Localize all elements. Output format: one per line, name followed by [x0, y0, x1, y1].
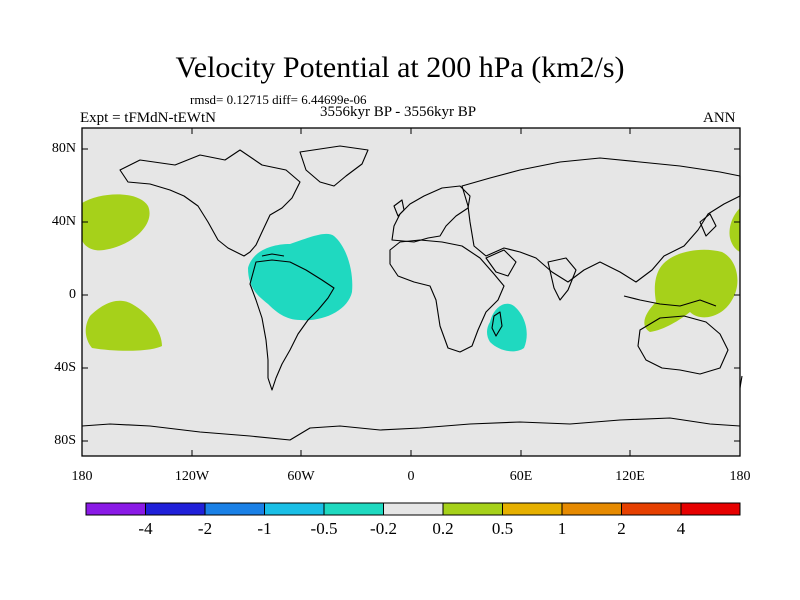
period-label: 3556kyr BP - 3556kyr BP — [320, 104, 477, 120]
season-label: ANN — [703, 110, 736, 126]
colorbar-swatch — [264, 502, 325, 516]
axis-ticks — [81, 128, 741, 456]
colorbar-swatch — [680, 502, 741, 516]
coast-australia — [637, 315, 729, 375]
colorbar-swatch — [621, 502, 682, 516]
colorbar-label: 1 — [557, 519, 567, 538]
anomaly-atlantic-south-america — [248, 233, 353, 321]
colorbar-swatch — [145, 502, 206, 516]
colorbar-label: -2 — [197, 519, 213, 538]
x-tick-label: 60W — [287, 469, 315, 484]
colorbar-swatch — [442, 502, 503, 516]
colorbar-swatch — [323, 502, 384, 516]
experiment-label: Expt = tFMdN-tEWtN — [80, 110, 216, 126]
coast-india — [547, 257, 577, 301]
coast-japan — [699, 213, 717, 237]
anomaly-dateline-north-pacific — [729, 208, 740, 252]
y-tick-label: 80S — [54, 433, 76, 448]
coast-africa — [389, 239, 505, 353]
x-tick-label: 120E — [615, 469, 645, 484]
anomaly-patches — [82, 194, 740, 352]
y-tick-label: 40S — [54, 360, 76, 375]
coast-north-america — [119, 149, 301, 257]
x-tick-label: 180 — [729, 469, 751, 484]
anomaly-madagascar — [487, 303, 527, 352]
plot-title: Velocity Potential at 200 hPa (km2/s) — [175, 51, 625, 84]
coast-south-america — [249, 259, 335, 391]
colorbar-label: -0.2 — [370, 519, 397, 538]
colorbar — [85, 502, 741, 516]
x-tick-label: 120W — [174, 469, 210, 484]
coast-madagascar — [491, 311, 503, 337]
anomaly-north-pacific — [82, 194, 150, 251]
anomaly-western-pacific — [644, 249, 738, 332]
coast-asia — [461, 157, 741, 283]
x-tick-label: 180 — [71, 469, 93, 484]
coast-uk — [393, 199, 405, 217]
colorbar-swatch — [561, 502, 622, 516]
x-tick-label: 60E — [509, 469, 533, 484]
stats-text: rmsd= 0.12715 diff= 6.44699e-06 — [190, 92, 367, 107]
y-tick-label: 80N — [51, 141, 76, 156]
colorbar-label: 0.5 — [491, 519, 514, 538]
x-tick-label: 0 — [407, 469, 415, 484]
coast-greenland — [299, 145, 369, 187]
colorbar-label: 0.2 — [432, 519, 454, 538]
coast-antarctica — [81, 417, 741, 441]
y-tick-label: 0 — [69, 287, 76, 302]
colorbar-label: -4 — [138, 519, 153, 538]
colorbar-label: 2 — [617, 519, 626, 538]
map-background — [82, 128, 740, 456]
colorbar-label: -1 — [257, 519, 272, 538]
coast-arabia — [485, 249, 517, 277]
anomaly-south-pacific — [85, 300, 162, 351]
y-tick-label: 40N — [51, 214, 76, 229]
colorbar-swatch — [204, 502, 265, 516]
coastlines — [81, 145, 743, 441]
colorbar-label: 4 — [676, 519, 686, 538]
coast-indonesia — [623, 295, 717, 307]
colorbar-swatch — [502, 502, 563, 516]
colorbar-swatch — [383, 502, 444, 516]
colorbar-label: -0.5 — [310, 519, 338, 538]
colorbar-swatch — [85, 502, 146, 516]
coast-caribbean — [261, 253, 285, 257]
